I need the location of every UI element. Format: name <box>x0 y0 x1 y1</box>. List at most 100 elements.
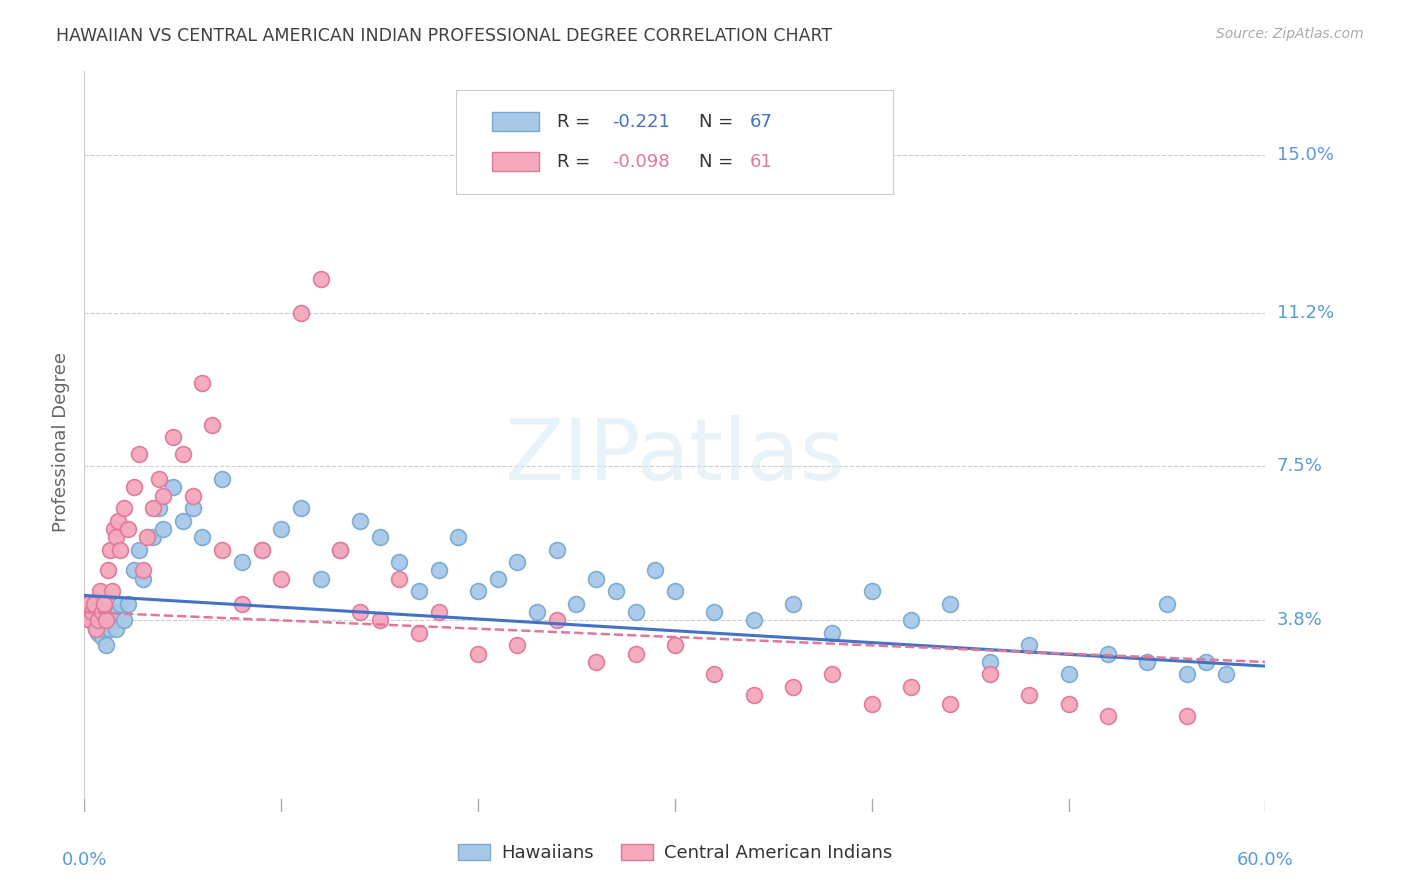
Point <box>821 667 844 681</box>
FancyBboxPatch shape <box>457 90 893 194</box>
Point <box>860 697 883 711</box>
Text: -0.221: -0.221 <box>612 112 671 131</box>
Point <box>585 655 607 669</box>
Point <box>939 697 962 711</box>
Point <box>152 522 174 536</box>
Point <box>703 667 725 681</box>
Point <box>84 622 107 636</box>
Point <box>93 622 115 636</box>
Point <box>1175 709 1198 723</box>
Point <box>132 564 155 578</box>
Point <box>136 530 159 544</box>
Text: 61: 61 <box>749 153 772 170</box>
Point <box>231 597 253 611</box>
Point <box>329 542 352 557</box>
Point <box>181 501 204 516</box>
Point <box>87 614 110 628</box>
Point <box>112 501 135 516</box>
Text: R =: R = <box>557 112 596 131</box>
Text: ZIPatlas: ZIPatlas <box>505 415 845 498</box>
Point <box>506 638 529 652</box>
Point <box>97 564 120 578</box>
Bar <box>492 153 538 171</box>
Point <box>89 584 111 599</box>
Point <box>309 272 332 286</box>
Text: 3.8%: 3.8% <box>1277 611 1322 630</box>
Point <box>467 647 489 661</box>
Point <box>103 614 125 628</box>
Point <box>162 480 184 494</box>
Point <box>250 542 273 557</box>
Point <box>624 605 647 619</box>
Point <box>79 614 101 628</box>
Point <box>447 530 470 544</box>
Point <box>664 638 686 652</box>
Point <box>270 522 292 536</box>
Point <box>585 572 607 586</box>
Point <box>1057 697 1080 711</box>
Point <box>388 555 411 569</box>
Point <box>290 501 312 516</box>
Point <box>211 472 233 486</box>
Point <box>1057 667 1080 681</box>
Point <box>408 625 430 640</box>
Point <box>782 680 804 694</box>
Point <box>939 597 962 611</box>
Point <box>546 542 568 557</box>
Point <box>94 614 117 628</box>
Bar <box>492 112 538 131</box>
Point <box>349 605 371 619</box>
Point <box>231 555 253 569</box>
Point <box>104 622 127 636</box>
Point <box>108 542 131 557</box>
Point <box>91 630 114 644</box>
Point <box>1018 688 1040 702</box>
Point <box>211 542 233 557</box>
Point <box>142 530 165 544</box>
Point <box>979 667 1001 681</box>
Point <box>191 376 214 391</box>
Point <box>1018 638 1040 652</box>
Point <box>309 572 332 586</box>
Point <box>117 522 139 536</box>
Point <box>122 564 145 578</box>
Point <box>486 572 509 586</box>
Point <box>93 597 115 611</box>
Point <box>1097 647 1119 661</box>
Point <box>98 542 121 557</box>
Point <box>821 625 844 640</box>
Text: R =: R = <box>557 153 596 170</box>
Legend: Hawaiians, Central American Indians: Hawaiians, Central American Indians <box>450 837 900 870</box>
Point <box>148 472 170 486</box>
Y-axis label: Professional Degree: Professional Degree <box>52 351 70 532</box>
Point <box>644 564 666 578</box>
Point <box>250 542 273 557</box>
Point <box>107 514 129 528</box>
Text: N =: N = <box>699 112 738 131</box>
Point <box>122 480 145 494</box>
Point <box>703 605 725 619</box>
Point <box>91 605 114 619</box>
Point <box>104 530 127 544</box>
Point <box>101 584 124 599</box>
Point <box>172 514 194 528</box>
Point <box>546 614 568 628</box>
Point <box>84 622 107 636</box>
Point <box>191 530 214 544</box>
Point <box>79 614 101 628</box>
Point <box>782 597 804 611</box>
Point <box>77 597 100 611</box>
Point <box>290 305 312 319</box>
Point <box>108 597 131 611</box>
Point <box>172 447 194 461</box>
Point <box>83 597 105 611</box>
Point <box>201 417 224 432</box>
Point <box>87 625 110 640</box>
Point <box>605 584 627 599</box>
Point <box>82 605 104 619</box>
Point <box>1175 667 1198 681</box>
Point <box>94 638 117 652</box>
Point <box>1136 655 1159 669</box>
Point <box>103 522 125 536</box>
Text: 0.0%: 0.0% <box>62 851 107 869</box>
